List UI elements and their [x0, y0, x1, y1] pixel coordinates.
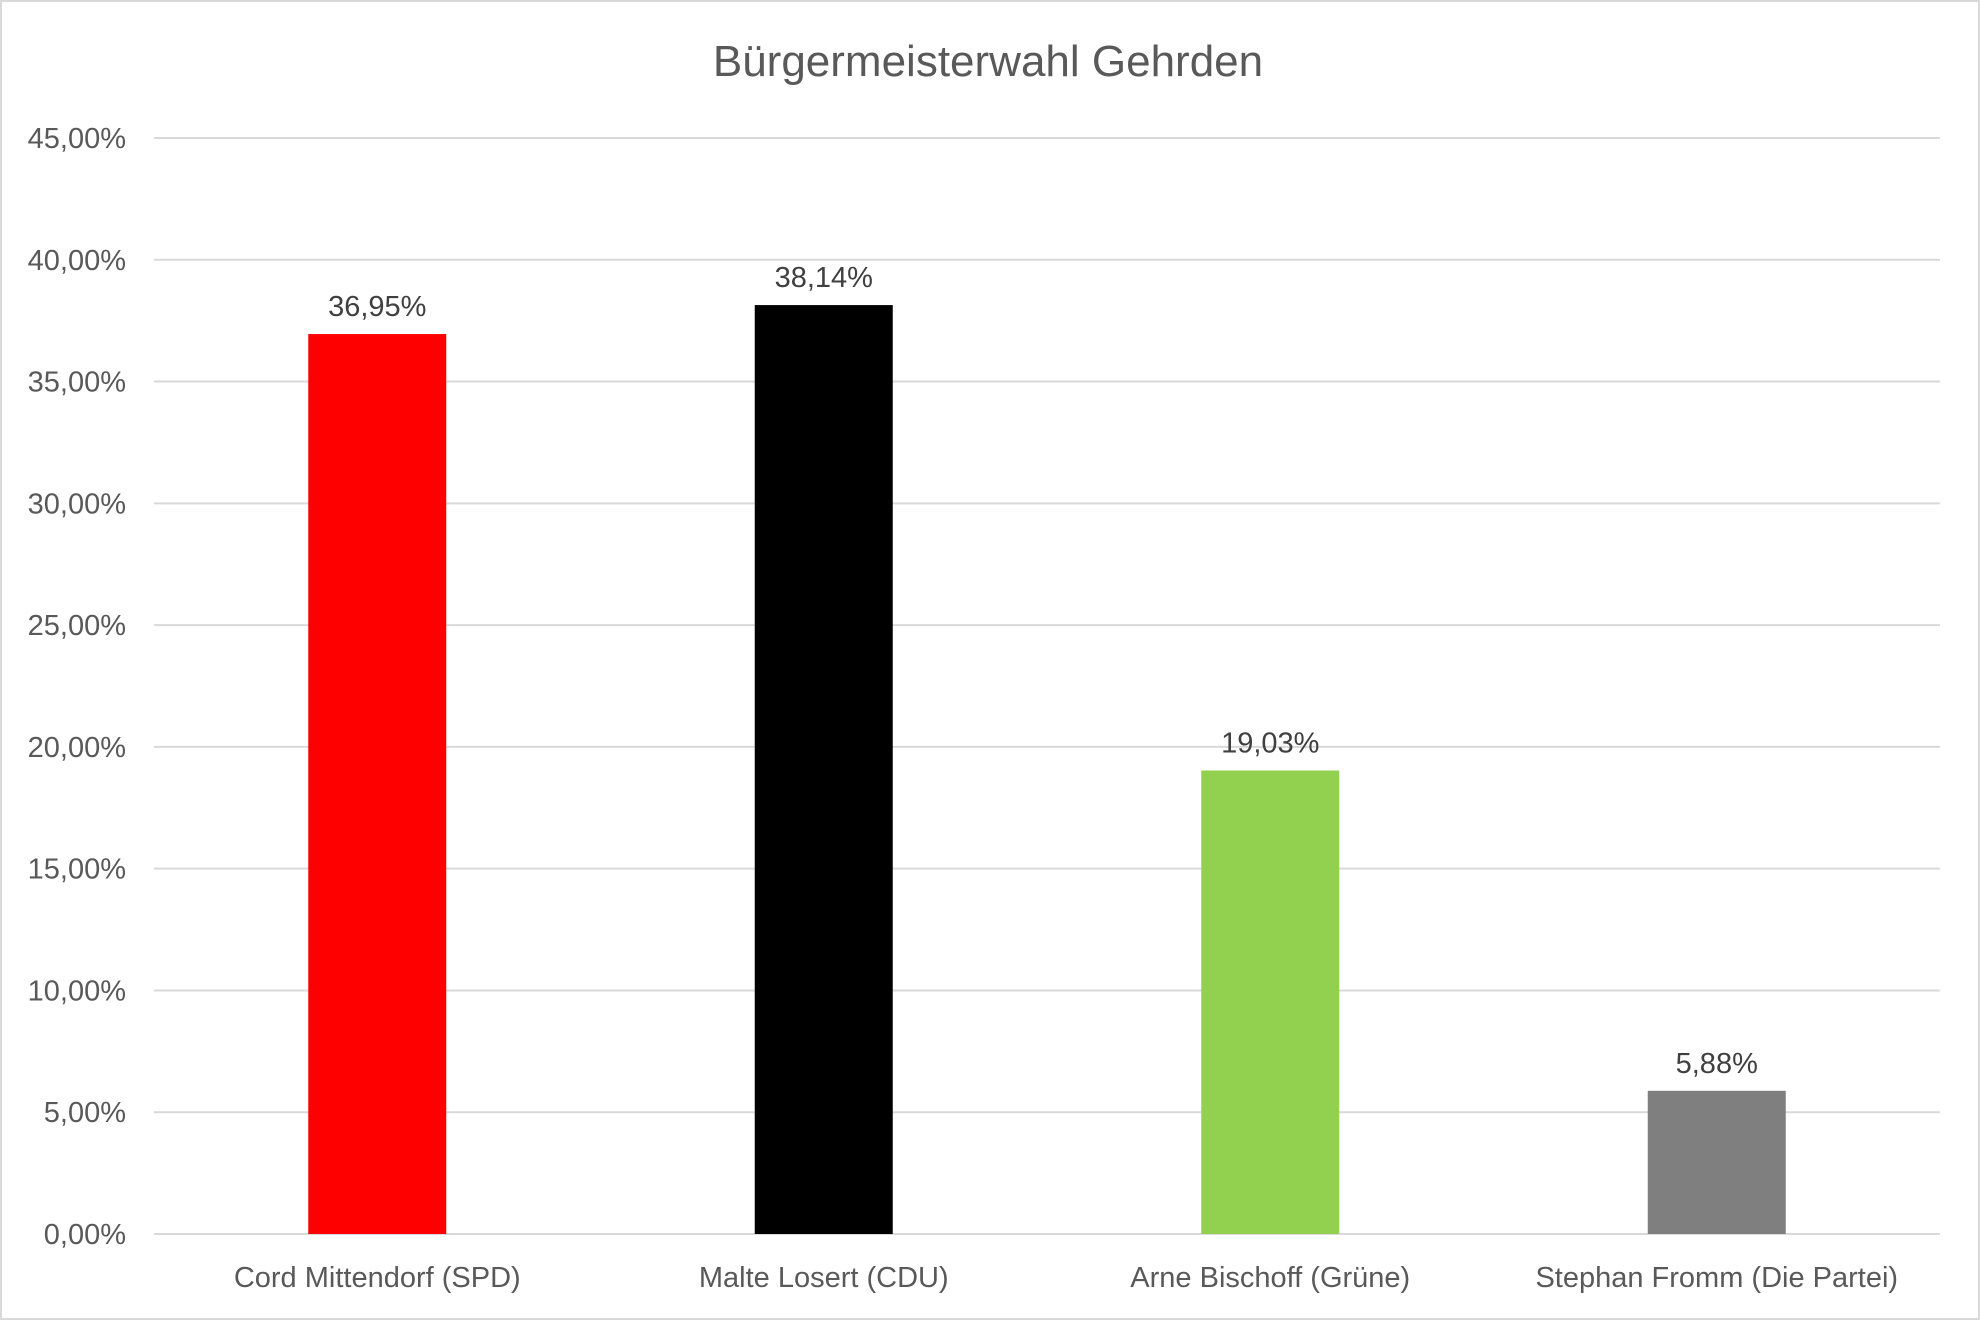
- chart-title: Bürgermeisterwahl Gehrden: [713, 37, 1263, 86]
- y-tick-label: 5,00%: [44, 1097, 126, 1129]
- y-tick-label: 35,00%: [28, 367, 126, 399]
- gridlines: [154, 137, 1940, 1235]
- y-tick-label: 15,00%: [28, 854, 126, 886]
- data-labels: 36,95% 38,14% 19,03% 5,88%: [328, 262, 1758, 1080]
- data-label: 36,95%: [328, 291, 426, 323]
- y-tick-label: 0,00%: [44, 1219, 126, 1251]
- x-category-label: Cord Mittendorf (SPD): [234, 1262, 521, 1294]
- bar: [754, 305, 893, 1234]
- bars: [308, 305, 1786, 1234]
- data-label: 38,14%: [775, 262, 873, 294]
- y-tick-label: 30,00%: [28, 488, 126, 520]
- y-tick-label: 25,00%: [28, 610, 126, 642]
- bar: [308, 334, 447, 1234]
- x-category-label: Arne Bischoff (Grüne): [1130, 1262, 1410, 1294]
- y-axis-tick-labels: 0,00% 5,00% 10,00% 15,00% 20,00% 25,00% 30,00%…: [28, 123, 126, 1251]
- data-label: 5,88%: [1676, 1048, 1758, 1080]
- bar: [1201, 770, 1340, 1234]
- y-tick-label: 40,00%: [28, 245, 126, 277]
- y-tick-label: 20,00%: [28, 732, 126, 764]
- y-tick-label: 10,00%: [28, 975, 126, 1007]
- x-axis-category-labels: Cord Mittendorf (SPD) Malte Losert (CDU) A…: [234, 1262, 1898, 1294]
- x-category-label: Malte Losert (CDU): [699, 1262, 949, 1294]
- bar: [1647, 1090, 1786, 1234]
- x-category-label: Stephan Fromm (Die Partei): [1535, 1262, 1898, 1294]
- data-label: 19,03%: [1221, 728, 1319, 760]
- y-tick-label: 45,00%: [28, 123, 126, 155]
